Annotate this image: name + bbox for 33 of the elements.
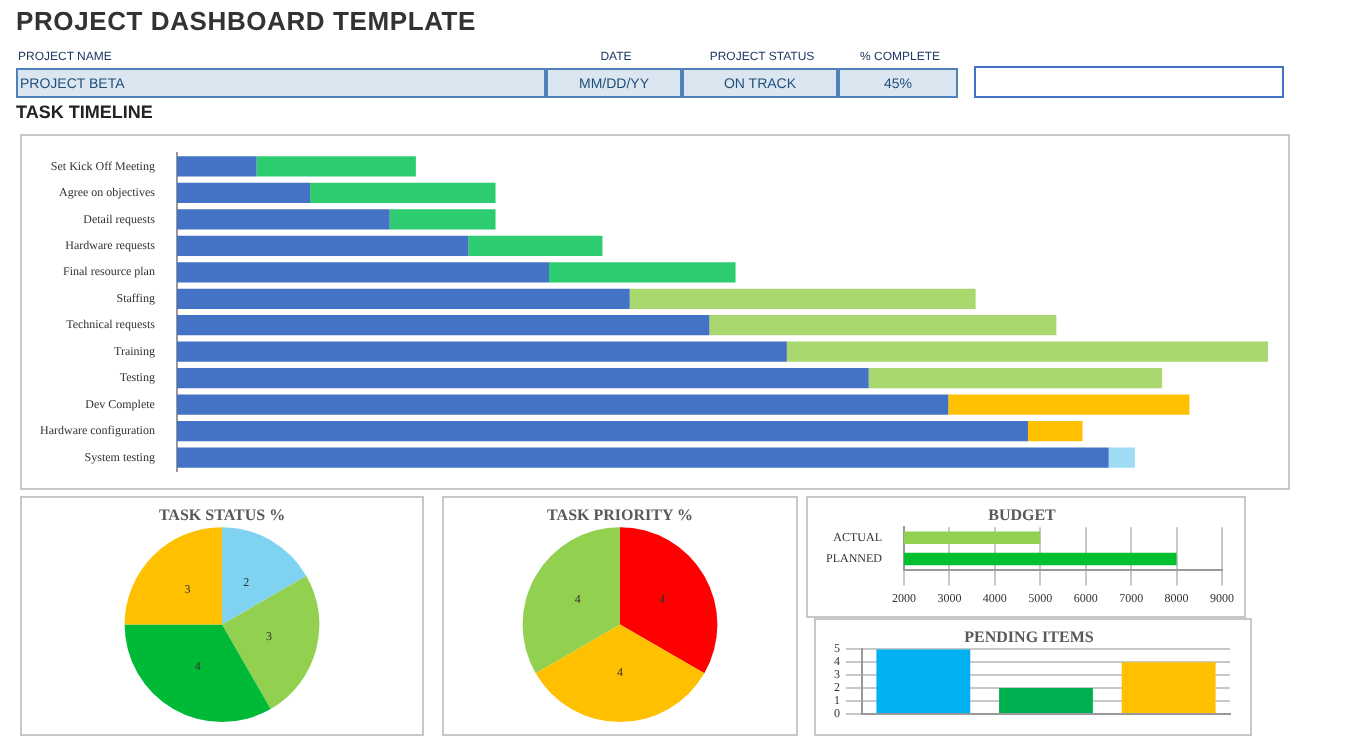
bar <box>876 649 971 713</box>
bar <box>176 368 869 389</box>
bar <box>176 288 630 309</box>
bar <box>176 315 710 336</box>
chart-title: BUDGET <box>988 505 1058 524</box>
bar <box>868 368 1163 389</box>
bar <box>176 341 787 362</box>
bar <box>786 341 1268 362</box>
chart-title: TASK TIMELINE <box>16 102 153 122</box>
bar <box>999 688 1093 713</box>
bar <box>549 262 736 283</box>
chart-title: TASK PRIORITY % <box>547 505 693 524</box>
bar <box>176 262 549 283</box>
bar <box>468 235 603 256</box>
bar <box>176 182 311 204</box>
bar <box>310 182 496 204</box>
chart-title: TASK STATUS % <box>158 505 286 524</box>
bar <box>1027 420 1083 442</box>
bar <box>1108 447 1135 468</box>
bar <box>629 288 976 309</box>
bar <box>176 447 1109 468</box>
bar <box>709 315 1057 336</box>
bar <box>176 209 390 230</box>
bar <box>389 209 496 230</box>
bar <box>176 156 257 177</box>
chart-title: PENDING ITEMS <box>964 627 1095 646</box>
bar <box>176 420 1028 442</box>
text: PROJECT DASHBOARD TEMPLATE <box>16 6 479 36</box>
bar <box>1121 662 1216 713</box>
bar <box>176 394 949 415</box>
bar <box>256 156 416 177</box>
bar <box>176 235 469 256</box>
bar <box>948 394 1190 415</box>
